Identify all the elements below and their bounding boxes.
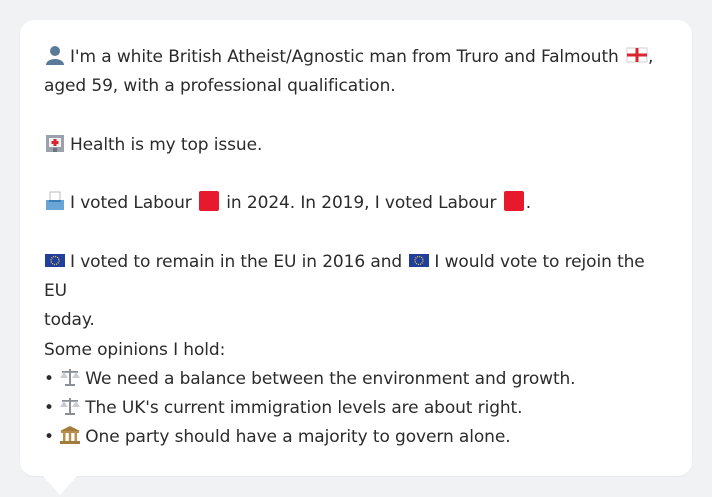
- balance-scale-icon: [59, 367, 81, 387]
- vote-text-3: .: [525, 193, 531, 213]
- persona-card: [20, 20, 692, 476]
- england-flag-icon: [626, 45, 648, 65]
- opinion-text: The UK's current immigration levels are …: [85, 398, 523, 418]
- health-paragraph: Health is my top issue.: [44, 131, 668, 160]
- intro-comma: ,: [648, 47, 654, 67]
- labour-red-square-icon-2: [503, 191, 524, 211]
- opinion-item: • We need a balance between the environm…: [44, 367, 576, 389]
- eu-paragraph: I voted to remain in the EU in 2016 and …: [44, 248, 668, 335]
- vote-paragraph: I voted Labour in 2024. In 2019, I voted…: [44, 189, 668, 218]
- opinions-heading: Some opinions I hold:: [44, 340, 226, 360]
- vote-text-2: in 2024. In 2019, I voted Labour: [226, 193, 497, 213]
- health-text: Health is my top issue.: [70, 135, 263, 155]
- classical-building-icon: [59, 425, 81, 445]
- intro-line2: aged 59, with a professional qualificati…: [44, 76, 396, 96]
- hospital-icon: [44, 133, 66, 153]
- opinion-text: We need a balance between the environmen…: [85, 369, 576, 389]
- opinion-text: One party should have a majority to gove…: [85, 427, 511, 447]
- eu-text-2: I would vote to rejoin the EU: [44, 252, 645, 301]
- ballot-box-icon: [44, 191, 66, 211]
- eu-flag-icon-2: [408, 250, 430, 270]
- intro-paragraph: I'm a white British Atheist/Agnostic man…: [44, 43, 668, 101]
- opinions-section: Some opinions I hold: • We need a balanc…: [44, 336, 668, 452]
- intro-text: I'm a white British Atheist/Agnostic man…: [70, 47, 619, 67]
- opinion-item: • The UK's current immigration levels ar…: [44, 396, 523, 418]
- vote-text-1: I voted Labour: [70, 193, 192, 213]
- eu-flag-icon: [44, 250, 66, 270]
- opinion-item: • One party should have a majority to go…: [44, 425, 511, 447]
- labour-red-square-icon: [198, 191, 219, 211]
- balance-scale-icon: [59, 396, 81, 416]
- speech-bubble-tail: [42, 475, 78, 495]
- person-silhouette-icon: [44, 45, 66, 65]
- eu-line2: today.: [44, 310, 95, 330]
- eu-text-1: I voted to remain in the EU in 2016 and: [70, 252, 403, 272]
